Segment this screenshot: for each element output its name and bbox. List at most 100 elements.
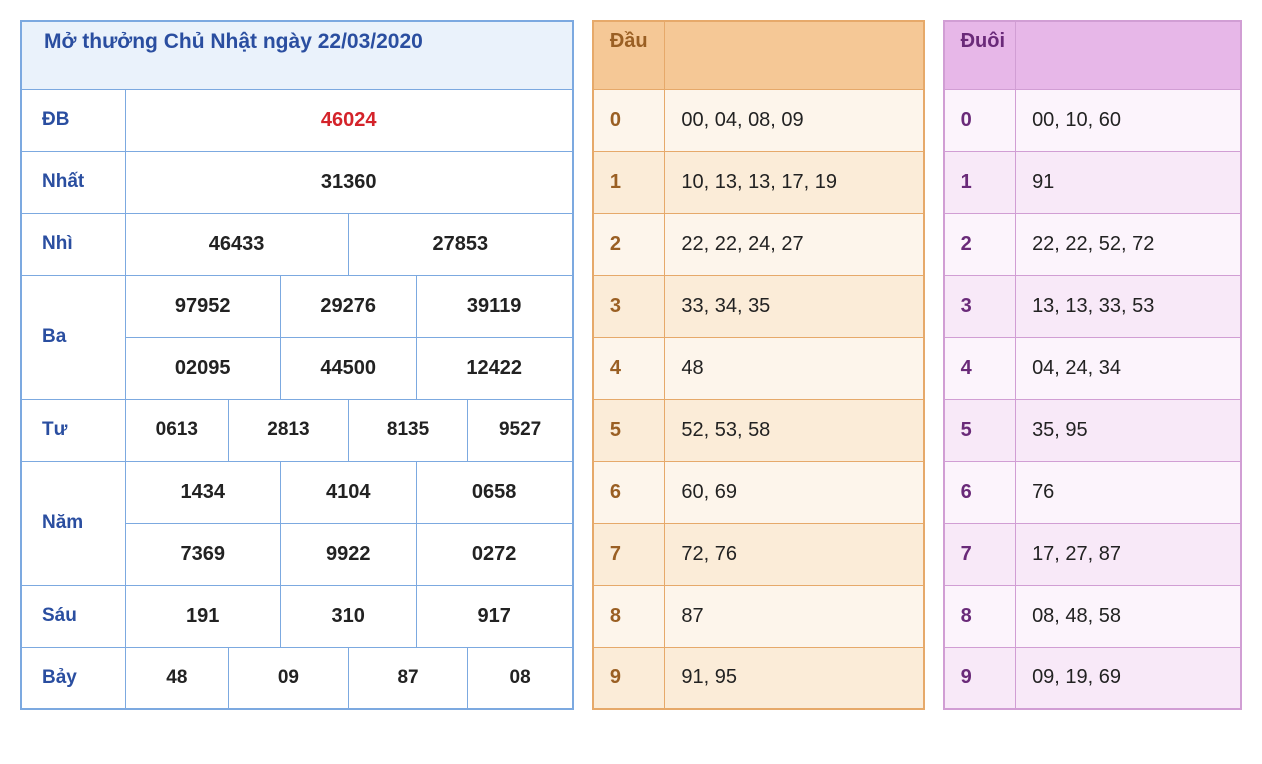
val-nam-2: 0658 bbox=[416, 461, 573, 523]
dau-row: 991, 95 bbox=[593, 647, 924, 709]
val-tu-1: 2813 bbox=[229, 399, 349, 461]
dau-key: 7 bbox=[593, 523, 665, 585]
duoi-row: 535, 95 bbox=[944, 399, 1241, 461]
duoi-row: 313, 13, 33, 53 bbox=[944, 275, 1241, 337]
val-ba-1: 29276 bbox=[280, 275, 416, 337]
duoi-row: 222, 22, 52, 72 bbox=[944, 213, 1241, 275]
dau-val: 48 bbox=[665, 337, 924, 399]
dau-header-empty bbox=[665, 21, 924, 89]
dau-row: 887 bbox=[593, 585, 924, 647]
val-nam-4: 9922 bbox=[280, 523, 416, 585]
dau-row: 772, 76 bbox=[593, 523, 924, 585]
val-nam-1: 4104 bbox=[280, 461, 416, 523]
val-ba-0: 97952 bbox=[125, 275, 280, 337]
dau-key: 4 bbox=[593, 337, 665, 399]
dau-val: 00, 04, 08, 09 bbox=[665, 89, 924, 151]
dau-val: 52, 53, 58 bbox=[665, 399, 924, 461]
dau-row: 110, 13, 13, 17, 19 bbox=[593, 151, 924, 213]
dau-row: 222, 22, 24, 27 bbox=[593, 213, 924, 275]
row-nam-1: Năm 1434 4104 0658 bbox=[21, 461, 573, 523]
val-nam-3: 7369 bbox=[125, 523, 280, 585]
duoi-key: 4 bbox=[944, 337, 1016, 399]
duoi-row: 404, 24, 34 bbox=[944, 337, 1241, 399]
dau-key: 6 bbox=[593, 461, 665, 523]
dau-header: Đầu bbox=[593, 21, 665, 89]
results-title-row: Mở thưởng Chủ Nhật ngày 22/03/2020 bbox=[21, 21, 573, 89]
dau-row: 333, 34, 35 bbox=[593, 275, 924, 337]
label-nam: Năm bbox=[21, 461, 125, 585]
duoi-key: 0 bbox=[944, 89, 1016, 151]
dau-key: 9 bbox=[593, 647, 665, 709]
lottery-layout: Mở thưởng Chủ Nhật ngày 22/03/2020 ĐB 46… bbox=[20, 20, 1242, 710]
duoi-key: 9 bbox=[944, 647, 1016, 709]
duoi-val: 08, 48, 58 bbox=[1016, 585, 1241, 647]
duoi-key: 3 bbox=[944, 275, 1016, 337]
label-db: ĐB bbox=[21, 89, 125, 151]
label-bay: Bảy bbox=[21, 647, 125, 709]
dau-val: 87 bbox=[665, 585, 924, 647]
val-bay-3: 08 bbox=[468, 647, 573, 709]
duoi-val: 22, 22, 52, 72 bbox=[1016, 213, 1241, 275]
dau-key: 5 bbox=[593, 399, 665, 461]
duoi-val: 09, 19, 69 bbox=[1016, 647, 1241, 709]
val-nhi-0: 46433 bbox=[125, 213, 348, 275]
row-ba-1: Ba 97952 29276 39119 bbox=[21, 275, 573, 337]
duoi-header-row: Đuôi bbox=[944, 21, 1241, 89]
duoi-key: 6 bbox=[944, 461, 1016, 523]
duoi-row: 909, 19, 69 bbox=[944, 647, 1241, 709]
duoi-val: 04, 24, 34 bbox=[1016, 337, 1241, 399]
results-table: Mở thưởng Chủ Nhật ngày 22/03/2020 ĐB 46… bbox=[20, 20, 574, 710]
val-nhi-1: 27853 bbox=[348, 213, 573, 275]
dau-row: 552, 53, 58 bbox=[593, 399, 924, 461]
label-nhat: Nhất bbox=[21, 151, 125, 213]
val-ba-2: 39119 bbox=[416, 275, 573, 337]
dau-row: 448 bbox=[593, 337, 924, 399]
val-ba-5: 12422 bbox=[416, 337, 573, 399]
dau-val: 60, 69 bbox=[665, 461, 924, 523]
val-sau-0: 191 bbox=[125, 585, 280, 647]
label-sau: Sáu bbox=[21, 585, 125, 647]
val-db-0: 46024 bbox=[125, 89, 573, 151]
val-ba-3: 02095 bbox=[125, 337, 280, 399]
duoi-key: 5 bbox=[944, 399, 1016, 461]
duoi-key: 7 bbox=[944, 523, 1016, 585]
duoi-header-empty bbox=[1016, 21, 1241, 89]
val-nam-0: 1434 bbox=[125, 461, 280, 523]
results-title: Mở thưởng Chủ Nhật ngày 22/03/2020 bbox=[21, 21, 573, 89]
val-bay-0: 48 bbox=[125, 647, 229, 709]
dau-val: 91, 95 bbox=[665, 647, 924, 709]
row-db: ĐB 46024 bbox=[21, 89, 573, 151]
duoi-row: 808, 48, 58 bbox=[944, 585, 1241, 647]
dau-key: 3 bbox=[593, 275, 665, 337]
label-tu: Tư bbox=[21, 399, 125, 461]
dau-key: 0 bbox=[593, 89, 665, 151]
duoi-row: 191 bbox=[944, 151, 1241, 213]
val-bay-2: 87 bbox=[348, 647, 468, 709]
label-ba: Ba bbox=[21, 275, 125, 399]
val-ba-4: 44500 bbox=[280, 337, 416, 399]
duoi-row: 000, 10, 60 bbox=[944, 89, 1241, 151]
dau-key: 2 bbox=[593, 213, 665, 275]
duoi-row: 676 bbox=[944, 461, 1241, 523]
duoi-val: 76 bbox=[1016, 461, 1241, 523]
duoi-key: 1 bbox=[944, 151, 1016, 213]
dau-row: 660, 69 bbox=[593, 461, 924, 523]
dau-val: 22, 22, 24, 27 bbox=[665, 213, 924, 275]
dau-row: 000, 04, 08, 09 bbox=[593, 89, 924, 151]
val-sau-1: 310 bbox=[280, 585, 416, 647]
dau-val: 10, 13, 13, 17, 19 bbox=[665, 151, 924, 213]
dau-key: 8 bbox=[593, 585, 665, 647]
duoi-val: 00, 10, 60 bbox=[1016, 89, 1241, 151]
val-tu-3: 9527 bbox=[468, 399, 573, 461]
dau-val: 33, 34, 35 bbox=[665, 275, 924, 337]
duoi-val: 17, 27, 87 bbox=[1016, 523, 1241, 585]
duoi-key: 8 bbox=[944, 585, 1016, 647]
duoi-val: 91 bbox=[1016, 151, 1241, 213]
duoi-val: 13, 13, 33, 53 bbox=[1016, 275, 1241, 337]
val-nhat-0: 31360 bbox=[125, 151, 573, 213]
dau-val: 72, 76 bbox=[665, 523, 924, 585]
val-bay-1: 09 bbox=[229, 647, 349, 709]
duoi-key: 2 bbox=[944, 213, 1016, 275]
row-sau: Sáu 191 310 917 bbox=[21, 585, 573, 647]
duoi-table: Đuôi 000, 10, 60 191 222, 22, 52, 72 313… bbox=[943, 20, 1242, 710]
